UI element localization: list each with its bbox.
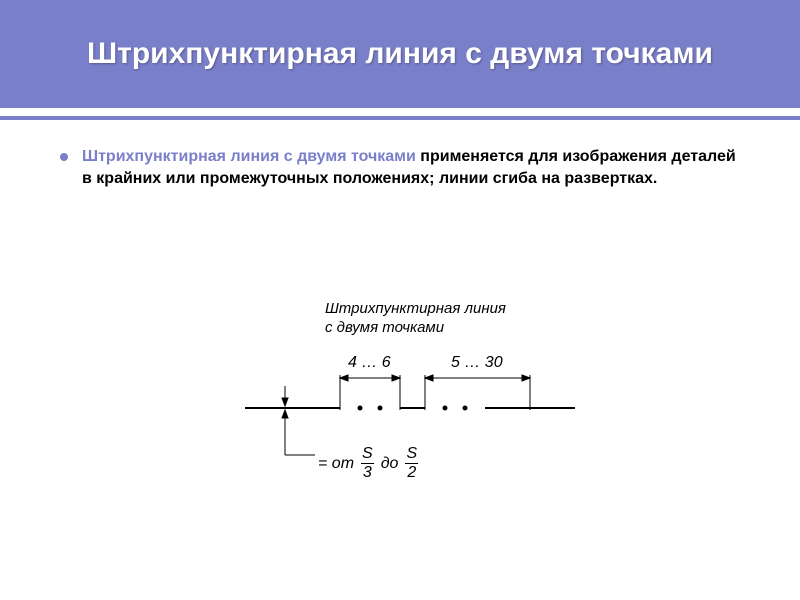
line-spec-diagram: Штрихпунктирная линия с двумя точками 4 … — [230, 300, 590, 500]
thickness-mid: до — [381, 455, 399, 473]
title-band: Штрихпунктирная линия с двумя точками — [0, 0, 800, 108]
title-underline — [0, 116, 800, 120]
bullet-dot-icon — [60, 153, 68, 161]
page-title: Штрихпунктирная линия с двумя точками — [87, 36, 713, 72]
thickness-prefix: = от — [318, 455, 354, 473]
bullet-item: Штрихпунктирная линия с двумя точками пр… — [60, 146, 740, 189]
fraction-1: S 3 — [360, 446, 375, 481]
frac2-num: S — [404, 446, 419, 463]
frac1-den: 3 — [361, 463, 374, 481]
description-paragraph: Штрихпунктирная линия с двумя точками пр… — [82, 146, 740, 189]
frac2-den: 2 — [405, 463, 418, 481]
frac1-num: S — [360, 446, 375, 463]
fraction-2: S 2 — [404, 446, 419, 481]
content-area: Штрихпунктирная линия с двумя точками пр… — [0, 108, 800, 189]
accent-term: Штрихпунктирная линия с двумя точками — [82, 148, 416, 165]
thickness-spec: = от S 3 до S 2 — [318, 446, 419, 481]
